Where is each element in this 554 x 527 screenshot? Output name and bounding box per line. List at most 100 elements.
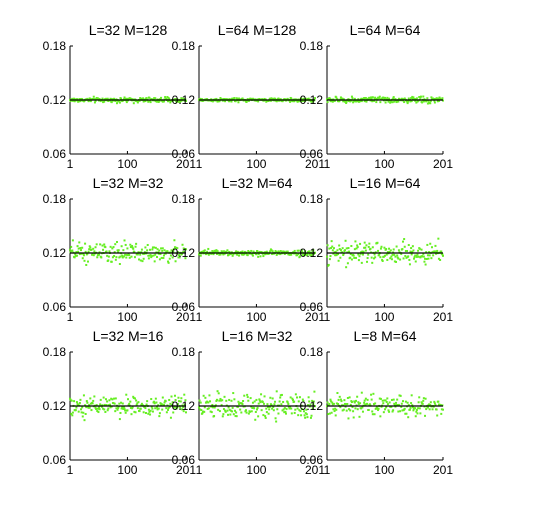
data-point [167, 100, 170, 103]
data-point [281, 409, 284, 412]
data-point [350, 401, 353, 404]
x-tick-label: 100 [246, 463, 266, 477]
data-point [207, 407, 210, 410]
data-point [312, 248, 315, 251]
data-point [439, 404, 442, 407]
data-point [326, 255, 328, 258]
data-point [312, 400, 315, 403]
data-point [388, 97, 391, 100]
data-point [371, 246, 374, 249]
data-point [142, 411, 145, 414]
y-tick-label: 0.12 [172, 93, 196, 107]
data-point [211, 100, 214, 103]
data-point [371, 413, 374, 416]
data-point [386, 251, 389, 254]
data-point [260, 409, 263, 412]
data-point [69, 398, 72, 401]
data-point [78, 401, 81, 404]
data-point [361, 250, 364, 253]
data-point [76, 402, 79, 405]
data-point [368, 242, 371, 245]
data-point [363, 246, 366, 249]
panel-title: L=64 M=128 [218, 22, 297, 38]
data-point [357, 98, 360, 101]
data-point [306, 416, 309, 419]
data-point [360, 261, 363, 264]
data-point [235, 250, 238, 253]
data-point [231, 406, 234, 409]
data-point [107, 259, 110, 262]
data-point [300, 97, 303, 100]
data-point [409, 250, 412, 253]
data-point [375, 101, 378, 104]
data-point [182, 247, 185, 250]
data-point [290, 407, 293, 410]
data-point [431, 251, 434, 254]
data-point [423, 260, 426, 263]
data-point [143, 251, 146, 254]
data-point [367, 408, 370, 411]
data-point [207, 247, 210, 250]
data-point [357, 402, 360, 405]
x-tick-label: 1 [324, 310, 331, 324]
data-point [137, 401, 140, 404]
y-tick-label: 0.12 [172, 399, 196, 413]
data-point [344, 405, 347, 408]
data-point [149, 254, 152, 257]
data-point [289, 405, 292, 408]
data-point [172, 406, 175, 409]
data-point [93, 101, 96, 104]
data-point [334, 407, 337, 410]
data-point [183, 248, 186, 251]
data-point [345, 247, 348, 250]
data-point [161, 247, 164, 250]
data-point [128, 402, 131, 405]
data-point [313, 390, 316, 393]
data-point [227, 413, 229, 416]
data-point [151, 410, 154, 413]
data-point [304, 416, 307, 419]
data-point [140, 248, 143, 251]
data-point [388, 247, 391, 250]
data-point [123, 239, 126, 242]
data-point [428, 408, 431, 411]
data-point [285, 408, 288, 411]
data-point [118, 101, 121, 104]
data-point [412, 409, 415, 412]
data-point [237, 101, 240, 104]
data-point [287, 253, 290, 256]
data-point [307, 396, 310, 399]
data-point [297, 400, 300, 403]
data-point [104, 246, 107, 249]
data-point [282, 408, 285, 411]
data-point [221, 399, 224, 402]
data-point [436, 97, 439, 100]
data-point [223, 395, 226, 398]
data-point [258, 399, 261, 402]
data-point [241, 97, 244, 100]
data-point [222, 413, 225, 416]
data-point [77, 250, 80, 253]
data-point [391, 101, 394, 104]
data-point [75, 401, 78, 404]
data-point [129, 246, 132, 249]
data-point [417, 255, 420, 258]
data-point [426, 254, 429, 257]
data-point [87, 250, 90, 253]
data-point [280, 403, 283, 406]
data-point [91, 402, 94, 405]
data-point [96, 407, 99, 410]
data-point [148, 410, 151, 413]
data-point [422, 399, 425, 402]
data-point [379, 397, 382, 400]
data-point [261, 401, 264, 404]
data-point [373, 253, 376, 256]
data-point [171, 403, 174, 406]
data-point [224, 410, 227, 413]
data-point [410, 247, 413, 250]
data-point [240, 251, 243, 254]
data-point [330, 411, 333, 414]
data-point [359, 100, 362, 103]
data-point [276, 408, 279, 411]
data-point [105, 250, 108, 253]
